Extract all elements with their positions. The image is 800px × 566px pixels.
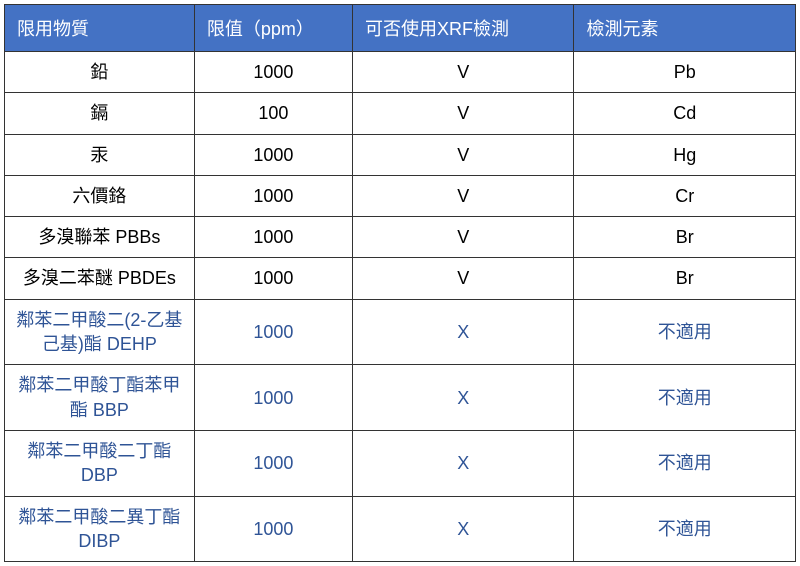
table-row: 多溴二苯醚 PBDEs1000VBr [5,258,796,299]
table-row: 多溴聯苯 PBBs1000VBr [5,217,796,258]
table-cell: 100 [194,93,352,134]
table-cell: 1000 [194,175,352,216]
table-cell: 1000 [194,217,352,258]
table-cell: 鄰苯二甲酸二(2-乙基己基)酯 DEHP [5,299,195,365]
header-limit: 限值（ppm） [194,5,352,52]
table-cell: 1000 [194,430,352,496]
table-row: 汞1000VHg [5,134,796,175]
table-cell: Cr [574,175,796,216]
table-cell: V [353,52,574,93]
header-xrf: 可否使用XRF檢測 [353,5,574,52]
table-cell: 1000 [194,299,352,365]
table-cell: 六價鉻 [5,175,195,216]
table-cell: Cd [574,93,796,134]
table-cell: 不適用 [574,430,796,496]
table-cell: 1000 [194,496,352,562]
table-cell: X [353,430,574,496]
table-cell: 不適用 [574,365,796,431]
table-cell: 鄰苯二甲酸二丁酯 DBP [5,430,195,496]
header-element: 檢測元素 [574,5,796,52]
table-cell: V [353,175,574,216]
table-cell: 鄰苯二甲酸二異丁酯 DIBP [5,496,195,562]
table-cell: 1000 [194,52,352,93]
table-cell: 鉛 [5,52,195,93]
table-cell: V [353,134,574,175]
table-cell: 多溴二苯醚 PBDEs [5,258,195,299]
table-cell: X [353,365,574,431]
table-cell: X [353,496,574,562]
restricted-substances-table: 限用物質 限值（ppm） 可否使用XRF檢測 檢測元素 鉛1000VPb鎘100… [4,4,796,562]
table-cell: X [353,299,574,365]
table-body: 鉛1000VPb鎘100VCd汞1000VHg六價鉻1000VCr多溴聯苯 PB… [5,52,796,562]
header-substance: 限用物質 [5,5,195,52]
table-row: 鄰苯二甲酸丁酯苯甲酯 BBP1000X不適用 [5,365,796,431]
table-cell: 鎘 [5,93,195,134]
table-cell: 1000 [194,365,352,431]
table-row: 鉛1000VPb [5,52,796,93]
table-row: 六價鉻1000VCr [5,175,796,216]
table-cell: 不適用 [574,496,796,562]
table-row: 鄰苯二甲酸二異丁酯 DIBP1000X不適用 [5,496,796,562]
table-cell: 汞 [5,134,195,175]
table-cell: 不適用 [574,299,796,365]
table-cell: 鄰苯二甲酸丁酯苯甲酯 BBP [5,365,195,431]
table-row: 鄰苯二甲酸二丁酯 DBP1000X不適用 [5,430,796,496]
table-cell: Pb [574,52,796,93]
table-row: 鄰苯二甲酸二(2-乙基己基)酯 DEHP1000X不適用 [5,299,796,365]
table-cell: Br [574,258,796,299]
table-cell: 1000 [194,134,352,175]
table-cell: 1000 [194,258,352,299]
table-cell: V [353,93,574,134]
table-cell: Br [574,217,796,258]
table-header-row: 限用物質 限值（ppm） 可否使用XRF檢測 檢測元素 [5,5,796,52]
table-cell: 多溴聯苯 PBBs [5,217,195,258]
table-row: 鎘100VCd [5,93,796,134]
table-cell: V [353,258,574,299]
table-cell: Hg [574,134,796,175]
table-cell: V [353,217,574,258]
